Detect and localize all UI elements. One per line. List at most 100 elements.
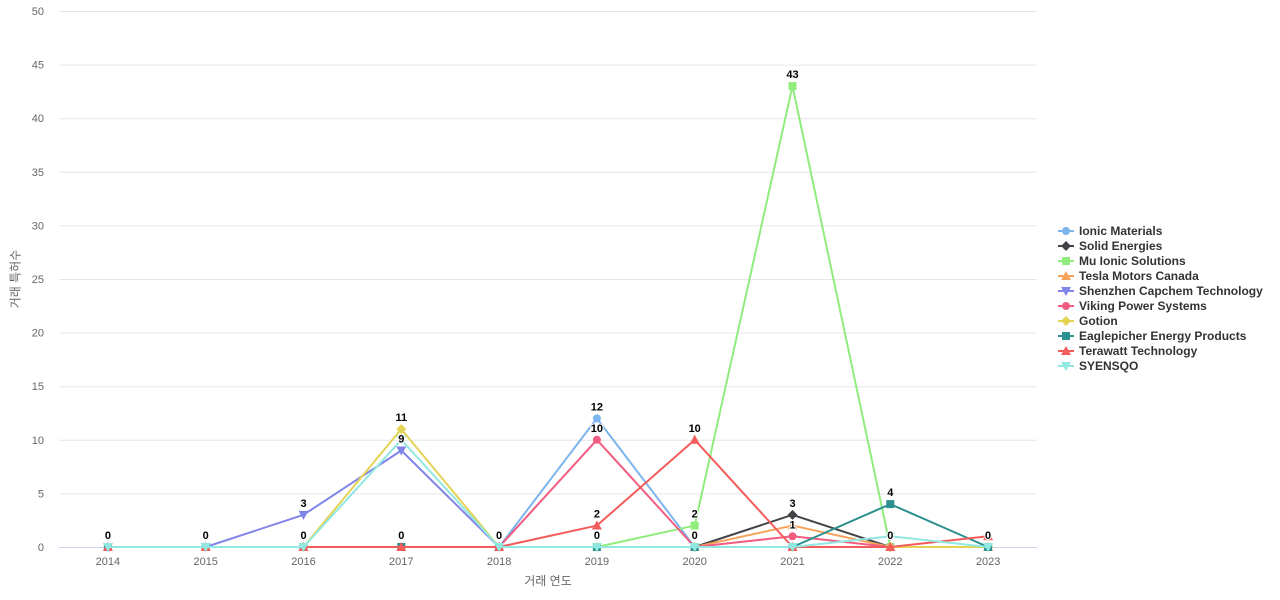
legend-item-label: Solid Energies	[1079, 238, 1163, 253]
data-point-marker[interactable]	[983, 531, 994, 541]
legend-item-shenzhen-capchem-technology[interactable]: Shenzhen Capchem Technology	[1058, 283, 1263, 298]
y-tick-label: 30	[32, 220, 44, 232]
data-label: 0	[300, 530, 306, 542]
y-tick-label: 0	[38, 542, 44, 554]
data-point-marker[interactable]	[1062, 226, 1070, 235]
data-point-marker[interactable]	[1061, 361, 1071, 371]
y-axis-title: 거래 특허수	[8, 249, 23, 309]
data-label: 0	[398, 530, 404, 542]
data-label: 3	[300, 498, 306, 510]
data-point-marker[interactable]	[886, 500, 895, 509]
data-point-marker[interactable]	[102, 543, 113, 552]
legend-marker-icon	[1058, 286, 1074, 296]
y-tick-label: 45	[32, 60, 44, 72]
legend-marker-icon	[1058, 331, 1074, 340]
data-label: 0	[985, 530, 991, 542]
data-point-marker[interactable]	[1061, 315, 1071, 326]
data-point-marker[interactable]	[787, 543, 798, 552]
data-point-marker[interactable]	[592, 435, 601, 444]
y-tick-label: 15	[32, 381, 44, 393]
data-label: 0	[203, 530, 209, 542]
data-point-marker[interactable]	[298, 543, 309, 552]
data-point-marker[interactable]	[200, 543, 211, 552]
data-point-marker[interactable]	[689, 543, 700, 552]
data-point-marker[interactable]	[1061, 270, 1071, 280]
data-point-marker[interactable]	[787, 520, 798, 530]
data-point-marker[interactable]	[983, 543, 994, 552]
data-label: 43	[786, 69, 798, 81]
data-point-marker[interactable]	[396, 424, 407, 435]
data-point-marker[interactable]	[1062, 256, 1070, 265]
legend-item-terawatt-technology[interactable]: Terawatt Technology	[1058, 343, 1263, 358]
series-line-syensqo	[106, 438, 990, 548]
legend-item-label: Viking Power Systems	[1079, 298, 1207, 313]
legend-item-label: Eaglepicher Energy Products	[1079, 328, 1247, 343]
data-point-marker[interactable]	[591, 520, 602, 530]
legend: Ionic Materials Solid Energies Mu Ionic So…	[1058, 223, 1263, 373]
data-point-marker[interactable]	[1061, 286, 1071, 296]
legend-marker-icon	[1058, 240, 1074, 251]
data-label: 3	[789, 498, 795, 510]
y-tick-label: 40	[32, 113, 44, 125]
legend-item-label: Gotion	[1079, 313, 1118, 328]
data-point-marker[interactable]	[788, 532, 797, 541]
legend-marker-icon	[1058, 315, 1074, 326]
data-label: 10	[591, 423, 603, 435]
x-tick-label: 2023	[976, 556, 1000, 568]
x-tick-label: 2016	[291, 556, 315, 568]
data-label: 10	[689, 423, 701, 435]
legend-item-viking-power-systems[interactable]: Viking Power Systems	[1058, 298, 1263, 313]
legend-item-tesla-motors-canada[interactable]: Tesla Motors Canada	[1058, 268, 1263, 283]
data-point-marker[interactable]	[1061, 345, 1071, 355]
data-label: 2	[692, 509, 698, 521]
x-tick-label: 2018	[487, 556, 511, 568]
y-tick-label: 35	[32, 167, 44, 179]
data-point-marker[interactable]	[396, 542, 407, 551]
legend-marker-icon	[1058, 256, 1074, 265]
series-line-gotion	[302, 428, 990, 548]
x-tick-label: 2021	[780, 556, 804, 568]
series-mu-ionic-solutions	[592, 82, 895, 551]
legend-item-gotion[interactable]: Gotion	[1058, 313, 1263, 328]
data-point-marker[interactable]	[396, 435, 407, 445]
legend-marker-icon	[1058, 226, 1074, 235]
data-point-marker[interactable]	[396, 446, 407, 456]
x-tick-label: 2017	[389, 556, 413, 568]
data-point-marker[interactable]	[1062, 331, 1070, 340]
x-tick-label: 2014	[96, 556, 120, 568]
legend-marker-icon	[1058, 361, 1074, 371]
data-point-marker[interactable]	[788, 82, 797, 91]
data-point-marker[interactable]	[690, 521, 699, 530]
data-point-marker[interactable]	[591, 543, 602, 552]
y-tick-label: 25	[32, 274, 44, 286]
data-point-marker[interactable]	[885, 542, 896, 551]
legend-item-label: Ionic Materials	[1079, 223, 1163, 238]
data-label: 0	[594, 530, 600, 542]
data-point-marker[interactable]	[1062, 301, 1070, 310]
data-point-marker[interactable]	[494, 543, 505, 552]
x-tick-label: 2022	[878, 556, 902, 568]
data-label: 4	[887, 487, 894, 499]
series-line-mu-ionic-solutions	[595, 85, 892, 548]
legend-item-label: Terawatt Technology	[1079, 343, 1198, 358]
legend-item-mu-ionic-solutions[interactable]: Mu Ionic Solutions	[1058, 253, 1263, 268]
legend-item-eaglepicher-energy-products[interactable]: Eaglepicher Energy Products	[1058, 328, 1263, 343]
series-syensqo	[102, 435, 994, 552]
data-label: 0	[496, 530, 502, 542]
legend-item-solid-energies[interactable]: Solid Energies	[1058, 238, 1263, 253]
data-label: 0	[692, 530, 698, 542]
legend-item-ionic-materials[interactable]: Ionic Materials	[1058, 223, 1263, 238]
y-tick-label: 5	[38, 488, 44, 500]
data-point-marker[interactable]	[885, 532, 896, 542]
data-point-marker[interactable]	[298, 510, 309, 520]
data-label: 2	[594, 509, 600, 521]
legend-item-syensqo[interactable]: SYENSQO	[1058, 358, 1263, 373]
data-point-marker[interactable]	[1061, 240, 1071, 251]
y-tick-label: 10	[32, 435, 44, 447]
x-axis-title: 거래 연도	[524, 574, 572, 588]
data-point-marker[interactable]	[787, 509, 798, 520]
data-point-marker[interactable]	[689, 434, 700, 444]
data-point-marker[interactable]	[592, 414, 601, 423]
